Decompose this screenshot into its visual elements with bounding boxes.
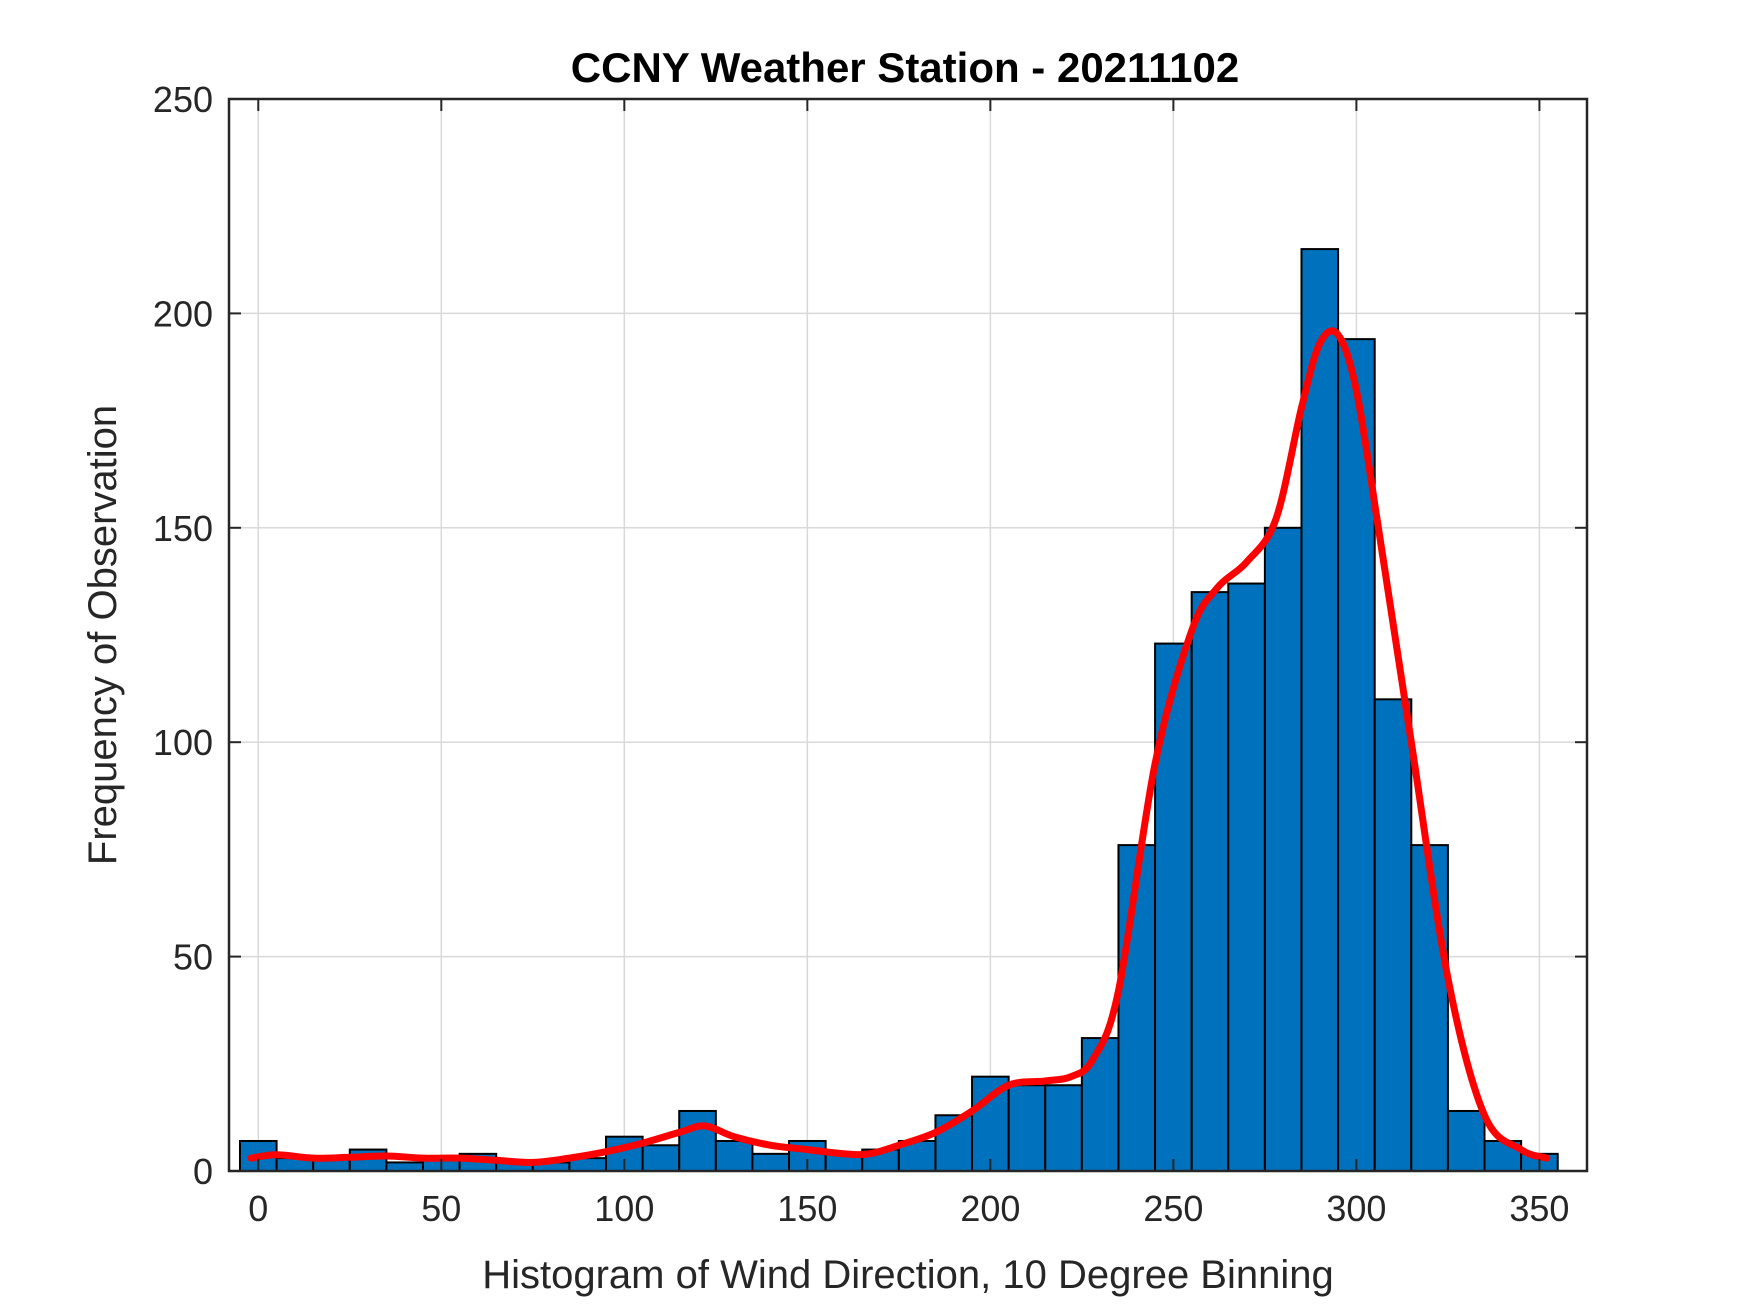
x-tick-label: 200	[960, 1188, 1020, 1229]
y-tick-label: 200	[153, 293, 213, 334]
histogram-bar	[1227, 582, 1266, 1172]
histogram-bar	[1446, 1109, 1486, 1173]
x-tick-label: 250	[1143, 1188, 1203, 1229]
x-axis-label: Histogram of Wind Direction, 10 Degree B…	[482, 1253, 1334, 1297]
y-tick-label: 100	[153, 722, 213, 763]
y-tick-label: 50	[173, 937, 213, 978]
smoothed-curve	[247, 327, 1551, 1166]
y-tick-label: 150	[153, 508, 213, 549]
histogram-bar	[1410, 844, 1449, 1172]
y-tick-label: 250	[153, 79, 213, 120]
histogram-bar	[1080, 1037, 1120, 1173]
histogram-bar	[1044, 1084, 1083, 1172]
x-tick-label: 150	[777, 1188, 837, 1229]
histogram-bar	[1263, 526, 1303, 1172]
x-tick-label: 50	[421, 1188, 461, 1229]
histogram-bar	[714, 1139, 754, 1173]
curve-layer	[247, 327, 1551, 1166]
x-tick-label: 300	[1326, 1188, 1386, 1229]
x-tick-label: 0	[248, 1188, 268, 1229]
histogram-bar	[1373, 698, 1413, 1172]
plot-frame	[227, 97, 1589, 1173]
chart-title: CCNY Weather Station - 20211102	[571, 44, 1239, 91]
histogram-bar	[385, 1161, 425, 1172]
histogram-bar	[1007, 1084, 1047, 1172]
histogram-bar	[1154, 642, 1193, 1172]
y-tick-label: 0	[193, 1151, 213, 1192]
histogram-bar	[751, 1152, 791, 1173]
histogram-bar	[1190, 591, 1230, 1172]
x-tick-label: 350	[1509, 1188, 1569, 1229]
axis-ticks: 0 50 100 150 200 250 300 350 0 50 100 150 200 250	[153, 79, 1587, 1229]
x-tick-label: 100	[594, 1188, 654, 1229]
histogram-bars	[238, 248, 1559, 1173]
y-axis-label: Frequency of Observation	[81, 405, 125, 865]
histogram-bar	[641, 1144, 681, 1172]
histogram-bar	[678, 1109, 717, 1173]
